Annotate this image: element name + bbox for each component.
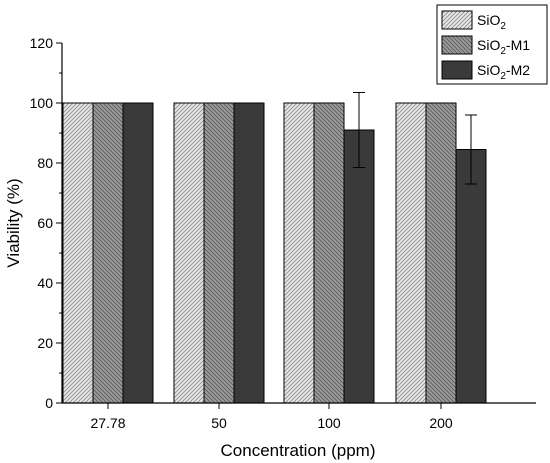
bar-1-27.78 [62,102,94,404]
y-tick-label-80: 80 [37,155,53,171]
legend-label-1: SiO2 [477,12,506,32]
y-tick-label-60: 60 [37,215,53,231]
bar-2-27.78 [92,102,124,404]
plot-area [62,92,487,404]
bar-3-100 [343,129,375,404]
bar-2-200 [425,102,457,404]
y-tick-label-100: 100 [30,95,54,111]
legend-label-2: SiO2-M1 [477,37,530,57]
axes: 0 20 40 60 80 100 120 27.78 50 100 200 [30,35,536,431]
x-tick-label-200: 200 [429,415,453,431]
y-tick-label-120: 120 [30,35,54,51]
bar-1-100 [283,102,315,404]
bar-2-100 [313,102,345,404]
bar-3-50 [233,102,265,404]
bar-3-27.78 [122,102,154,404]
bar-1-200 [395,102,427,404]
bar-2-50 [203,102,235,404]
legend-label-3: SiO2-M2 [477,62,530,82]
y-tick-label-20: 20 [37,335,53,351]
legend-swatch-3 [441,60,473,80]
y-tick-label-0: 0 [45,395,53,411]
y-tick-label-40: 40 [37,275,53,291]
legend-swatch-1 [441,10,473,30]
y-axis-label: Viability (%) [4,178,23,267]
x-tick-label-27.78: 27.78 [90,415,125,431]
x-tick-label-50: 50 [211,415,227,431]
legend: SiO2 SiO2-M1 SiO2-M2 [436,4,548,85]
bar-3-200 [455,149,487,404]
x-tick-label-100: 100 [317,415,341,431]
legend-swatch-2 [441,35,473,55]
bar-1-50 [173,102,205,404]
x-axis-label: Concentration (ppm) [221,441,376,460]
